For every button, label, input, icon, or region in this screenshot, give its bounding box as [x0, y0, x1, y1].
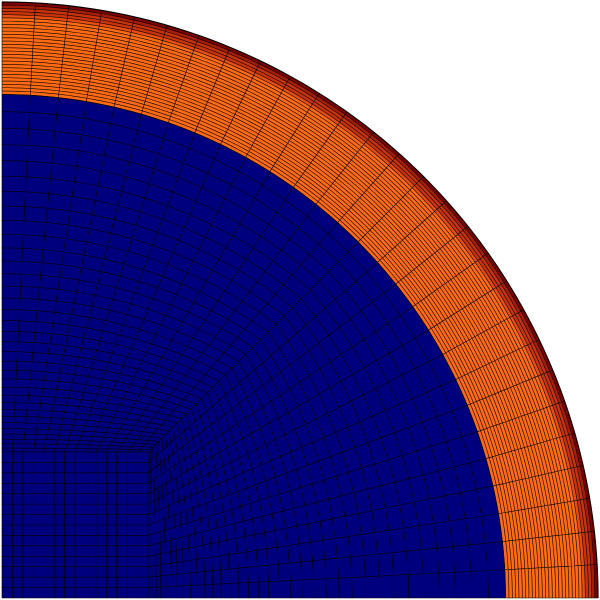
core-mesh [1, 94, 506, 599]
outer-layer-fill [2, 21, 579, 598]
